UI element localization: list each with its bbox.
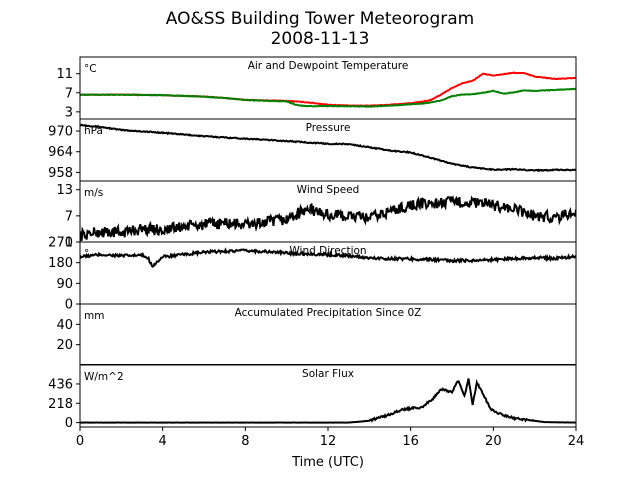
- x-tick-label-2: 8: [241, 434, 249, 449]
- panel-1-title: Pressure: [306, 122, 351, 134]
- panel-3-ytick-label-3: 270: [48, 236, 73, 251]
- panels-group: 3 7 11 Air and Dewpoint Temperature °C 958 964…: [48, 56, 577, 431]
- x-tick-label-6: 24: [568, 434, 585, 449]
- panel-1-ytick-label-2: 970: [48, 125, 73, 140]
- panel-3-ytick-label-1: 90: [56, 277, 73, 292]
- panel-3: 0 90 180 270 Wind Direction °: [48, 236, 577, 313]
- panel-5-title: Solar Flux: [302, 368, 354, 380]
- panel-2-ytick-label-2: 13: [56, 183, 73, 198]
- x-tick-label-5: 20: [485, 434, 502, 449]
- panel-0-title: Air and Dewpoint Temperature: [248, 60, 409, 72]
- panel-2: 1 7 13 Wind Speed m/s: [56, 180, 577, 251]
- x-tick-label-1: 4: [159, 434, 167, 449]
- panel-2-series-0-line: [80, 195, 576, 242]
- panel-1-ytick-label-1: 964: [48, 145, 73, 160]
- figure-subtitle-date: 2008-11-13: [271, 29, 370, 49]
- x-tick-label-0: 0: [76, 434, 84, 449]
- panel-5-ytick-label-1: 218: [48, 397, 73, 412]
- panel-0-series-0-line: [80, 71, 576, 107]
- panel-0-unit: °C: [84, 63, 97, 75]
- panel-2-ytick-label-0: 1: [65, 236, 73, 251]
- panel-5-series-0-line: [80, 378, 576, 424]
- x-axis: 0 4 8 12 16 20 24: [76, 427, 584, 449]
- panel-0-ytick-label-0: 3: [65, 105, 73, 120]
- panel-3-unit: °: [84, 248, 89, 260]
- panel-5-unit: W/m^2: [84, 371, 124, 383]
- panel-5: 0 218 436 Solar Flux W/m^2: [48, 364, 577, 431]
- panel-5-ytick-label-0: 0: [65, 416, 73, 431]
- x-tick-label-4: 16: [402, 434, 419, 449]
- panel-1-unit: hPa: [84, 125, 103, 137]
- panel-0: 3 7 11 Air and Dewpoint Temperature °C: [56, 56, 577, 120]
- panel-4-unit: mm: [84, 310, 104, 322]
- panel-4-title: Accumulated Precipitation Since 0Z: [235, 307, 422, 319]
- panel-2-title: Wind Speed: [297, 184, 360, 196]
- panel-3-title: Wind Direction: [289, 245, 366, 257]
- panel-1-series-0-line: [80, 123, 576, 173]
- panel-2-unit: m/s: [84, 187, 103, 199]
- panel-4-ytick-label-0: 20: [56, 338, 73, 353]
- x-tick-label-3: 12: [320, 434, 337, 449]
- panel-2-ytick-label-1: 7: [65, 209, 73, 224]
- panel-0-ytick-label-1: 7: [65, 86, 73, 101]
- panel-0-series-1-line: [80, 87, 576, 108]
- panel-1: 958 964 970 Pressure hPa: [48, 118, 577, 182]
- panel-4: 20 40 Accumulated Precipitation Since 0Z mm: [56, 303, 577, 366]
- panel-3-series-0-line: [80, 247, 576, 268]
- panel-5-ytick-label-2: 436: [48, 377, 73, 392]
- panel-0-ytick-label-2: 11: [56, 67, 73, 82]
- panel-3-ytick-label-2: 180: [48, 256, 73, 271]
- figure-title: AO&SS Building Tower Meteorogram: [166, 9, 474, 29]
- panel-4-ytick-label-1: 40: [56, 318, 73, 333]
- panel-1-ytick-label-0: 958: [48, 166, 73, 181]
- panel-3-ytick-label-0: 0: [65, 298, 73, 313]
- x-axis-title: Time (UTC): [291, 455, 364, 470]
